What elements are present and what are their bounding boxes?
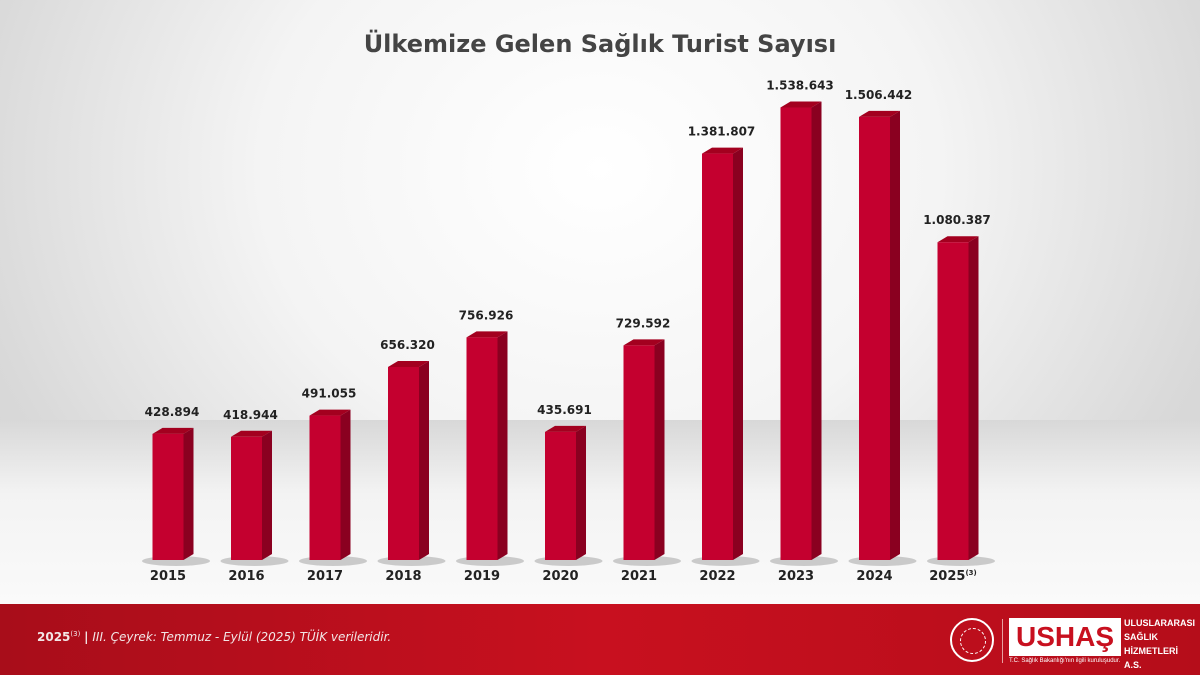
bar-top	[388, 360, 429, 367]
data-label: 428.894	[145, 405, 200, 419]
bar-side	[262, 430, 272, 560]
bar-top	[309, 409, 351, 416]
data-label: 656.320	[380, 338, 435, 352]
bar-side	[419, 360, 429, 560]
logo-line-1: ULUSLARARASI	[1124, 618, 1195, 628]
bar	[466, 337, 498, 560]
logo-text: ULUSLARARASI SAĞLIK HİZMETLERİ A.S.	[1124, 616, 1195, 672]
bar-top	[152, 427, 194, 434]
bar	[545, 431, 576, 560]
footer-note: 2025(3) | III. Çeyrek: Temmuz - Eylül (2…	[37, 630, 391, 644]
data-label: 1.381.807	[688, 125, 756, 139]
data-label: 756.926	[459, 308, 514, 322]
bar-side	[890, 110, 900, 560]
data-label: 491.055	[302, 387, 357, 401]
x-tick-label: 2018	[385, 569, 421, 584]
note-sup: (3)	[70, 630, 81, 638]
bar-chart: 428.894 2015 418.944 2016 491.055 2017 656.320…	[142, 78, 995, 584]
chart-title: Ülkemize Gelen Sağlık Turist Sayısı	[363, 30, 837, 58]
bar-side	[183, 427, 194, 560]
ushas-logo: USHAŞ ULUSLARARASI SAĞLIK HİZMETLERİ A.S…	[950, 616, 1195, 670]
footer: 2025(3) | III. Çeyrek: Temmuz - Eylül (2…	[0, 604, 1200, 675]
bar-top	[231, 430, 272, 437]
bar	[702, 153, 733, 560]
bar-side	[811, 101, 822, 560]
bar-side	[654, 339, 665, 560]
floor-background	[0, 420, 1200, 605]
bar	[309, 415, 341, 560]
logo-divider	[1002, 619, 1003, 663]
bar-side	[576, 425, 586, 560]
bar-side	[968, 236, 979, 560]
bar-top	[623, 339, 665, 346]
bar	[780, 107, 812, 560]
bar	[937, 242, 969, 560]
x-tick-label: 2015	[150, 569, 186, 584]
x-tick-label: 2019	[464, 569, 500, 584]
data-label: 729.592	[616, 316, 671, 330]
x-tick-label: 2024	[856, 569, 892, 584]
bar	[152, 433, 184, 560]
x-tick-label: 2025(3)	[929, 569, 976, 584]
logo-main: USHAŞ	[1009, 618, 1121, 656]
note-year: 2025	[37, 630, 71, 644]
bar	[388, 366, 419, 560]
bar	[859, 116, 890, 560]
data-label: 1.506.442	[845, 88, 913, 102]
bar-top	[466, 331, 508, 338]
ministry-seal-icon	[950, 618, 994, 662]
bar-side	[733, 147, 743, 560]
note-separator: |	[84, 630, 89, 644]
data-label: 1.538.643	[766, 78, 834, 92]
x-tick-label: 2020	[542, 569, 578, 584]
x-tick-label: 2017	[307, 569, 343, 584]
bar-top	[545, 425, 586, 432]
note-text: III. Çeyrek: Temmuz - Eylül (2025) TÜİK …	[92, 630, 392, 644]
bar-side	[340, 409, 351, 560]
data-label: 418.944	[223, 408, 278, 422]
data-label: 435.691	[537, 403, 592, 417]
logo-subtitle: T.C. Sağlık Bakanlığı'nın ilgili kuruluş…	[1009, 658, 1121, 664]
bar	[231, 436, 262, 560]
logo-line-2: SAĞLIK	[1124, 632, 1159, 642]
logo-line-3: HİZMETLERİ A.S.	[1124, 646, 1178, 670]
bar-top	[702, 147, 743, 154]
bar-side	[497, 331, 508, 560]
bar-top	[859, 110, 900, 117]
bar	[623, 345, 655, 560]
x-tick-label: 2016	[228, 569, 264, 584]
bar-top	[780, 101, 822, 108]
data-label: 1.080.387	[923, 213, 991, 227]
x-tick-label: 2023	[778, 569, 814, 584]
x-tick-label: 2022	[699, 569, 735, 584]
x-tick-label: 2021	[621, 569, 657, 584]
bar-top	[937, 236, 979, 243]
